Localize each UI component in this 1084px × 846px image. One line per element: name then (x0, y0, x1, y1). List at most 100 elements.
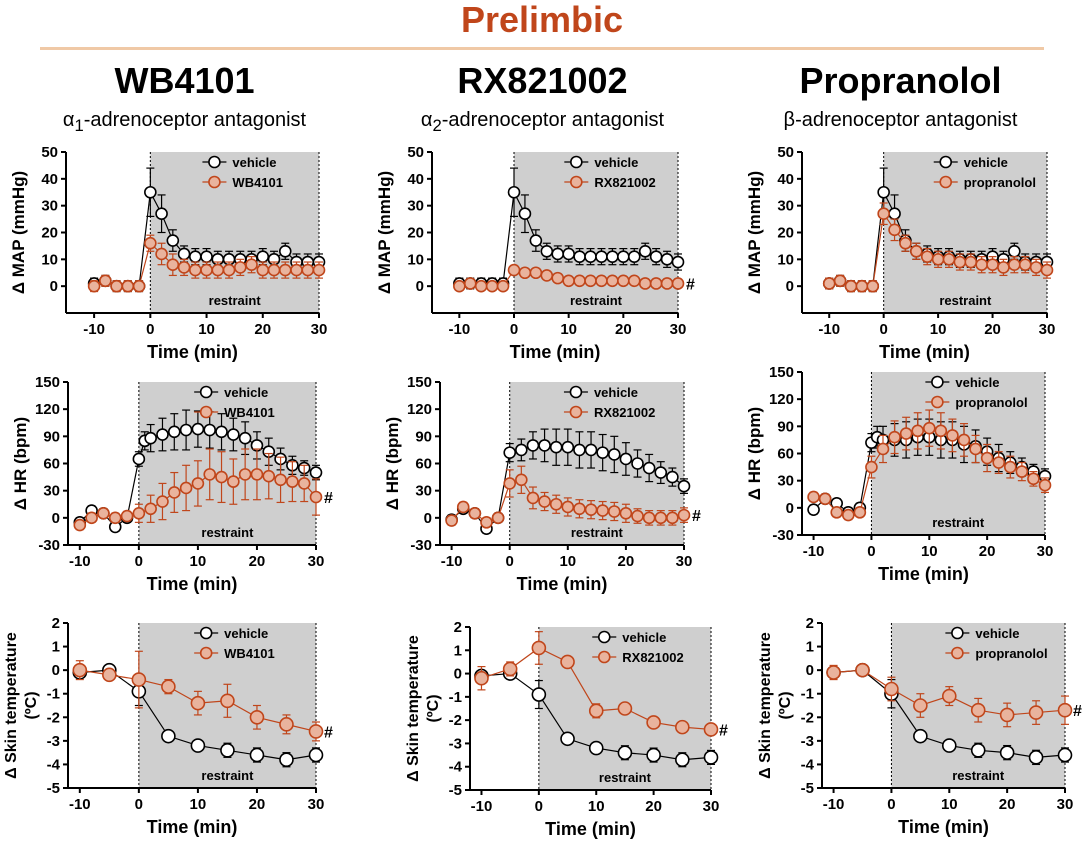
series-vehicle (826, 662, 1073, 766)
y-tick-label: -5 (801, 780, 814, 797)
x-tick-label: 30 (676, 553, 693, 570)
data-point (855, 662, 870, 678)
data-point (888, 430, 901, 444)
subtitle-symbol: β (783, 109, 796, 131)
restraint-shade (871, 372, 1045, 535)
data-point (267, 263, 281, 277)
x-tick-label: 30 (1039, 321, 1056, 338)
data-point (144, 236, 157, 250)
x-tick-label: 30 (703, 798, 720, 815)
restraint-label: restraint (571, 525, 624, 540)
data-point (627, 250, 641, 263)
restraint-label: restraint (939, 293, 992, 308)
legend-marker (597, 650, 611, 664)
data-point (666, 470, 679, 484)
data-point (617, 745, 633, 761)
restraint-label: restraint (201, 525, 254, 540)
series-rx821002 (474, 631, 719, 737)
data-point (596, 504, 609, 517)
y-tick-label: 10 (407, 251, 424, 268)
x-axis-label: Time (min) (517, 574, 608, 594)
data-point (220, 742, 235, 758)
data-point (584, 503, 598, 516)
y-tick-label: 0 (416, 278, 424, 295)
x-axis-label: Time (min) (878, 564, 969, 584)
data-point (818, 492, 832, 506)
y-tick-label: 50 (407, 144, 424, 161)
significance-marker: # (324, 724, 333, 741)
data-point (1018, 258, 1032, 272)
y-tick-label: -2 (449, 712, 462, 729)
data-point (551, 271, 565, 285)
x-axis-label: Time (min) (898, 817, 989, 837)
column-title-wb4101: WB4101 (114, 60, 255, 101)
data-point (222, 263, 236, 277)
data-point (227, 428, 240, 441)
data-point (1027, 472, 1040, 486)
data-point (855, 279, 869, 293)
data-point (953, 255, 967, 269)
y-axis-label: Δ HR (bpm) (11, 417, 30, 510)
legend-marker (931, 375, 944, 389)
x-tick-label: 30 (308, 796, 325, 813)
data-point (189, 263, 202, 277)
data-point (807, 490, 820, 504)
x-tick-label: -10 (823, 796, 845, 813)
data-point (526, 491, 540, 505)
data-point (538, 495, 551, 508)
data-point (453, 279, 466, 293)
legend-marker (208, 175, 221, 189)
data-point (703, 722, 719, 737)
legend-label: vehicle (955, 375, 999, 390)
data-point (496, 279, 510, 293)
y-tick-label: -2 (47, 709, 60, 726)
data-point (200, 263, 213, 277)
legend-label: propranolol (955, 395, 1027, 410)
data-point (946, 429, 959, 442)
y-tick-label: 30 (777, 198, 794, 215)
data-point (250, 468, 264, 481)
data-point (584, 274, 597, 288)
legend-label: vehicle (224, 626, 268, 641)
legend-label: WB4101 (224, 405, 275, 420)
data-point (215, 425, 228, 439)
data-point (200, 250, 213, 263)
data-point (631, 457, 644, 470)
x-tick-label: 0 (867, 543, 875, 560)
data-point (308, 747, 324, 763)
y-tick-label: 30 (41, 198, 58, 215)
subtitle-text: -adrenoceptor antagonist (795, 109, 1018, 131)
subtitle-symbol: α (62, 109, 75, 131)
data-point (607, 448, 621, 461)
y-tick-label: -30 (410, 537, 432, 554)
data-point (560, 654, 575, 670)
legend-marker (199, 405, 213, 419)
data-point (992, 456, 1006, 469)
series-wb4101 (72, 650, 324, 742)
x-tick-label: -10 (69, 796, 91, 813)
y-tick-label: 0 (806, 662, 814, 679)
data-point (274, 473, 287, 487)
legend-label: vehicle (224, 385, 268, 400)
series-rx821002 (453, 263, 685, 293)
x-tick-label: 0 (506, 553, 514, 570)
data-point (256, 250, 270, 263)
data-point (132, 452, 146, 466)
x-tick-label: 10 (941, 796, 958, 813)
x-tick-label: 10 (190, 553, 207, 570)
data-point (132, 507, 146, 520)
y-tick-label: 90 (43, 428, 60, 445)
y-tick-label: 150 (35, 374, 60, 391)
data-point (515, 443, 528, 457)
y-tick-label: 20 (41, 225, 58, 242)
data-point (540, 244, 554, 258)
chart-panel-hr-rx821002: restraint -30 0 30 60 90 120 150 -10 0 10 20 30 Time … (383, 374, 701, 594)
y-tick-label: 0 (454, 666, 462, 683)
x-axis-label: Time (min) (147, 817, 238, 837)
y-tick-label: 2 (52, 615, 60, 632)
restraint-label: restraint (201, 768, 254, 783)
data-point (646, 715, 661, 730)
legend-label: RX821002 (594, 405, 655, 420)
x-tick-label: -10 (69, 553, 91, 570)
